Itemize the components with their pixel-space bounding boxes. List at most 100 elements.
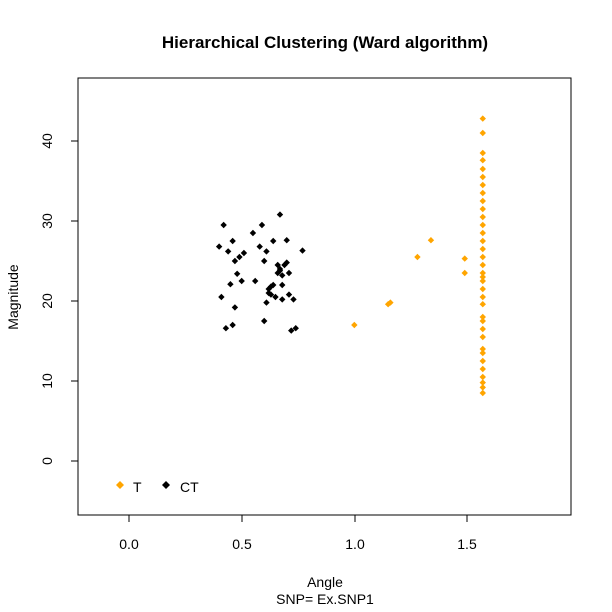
data-point-ct [261,317,268,325]
data-point-t [479,245,486,253]
series-ct [215,211,306,334]
data-point-ct [288,327,295,334]
x-axis-label: Angle [307,574,343,590]
data-point-ct [279,296,286,303]
data-point-t [479,384,486,391]
x-tick-label: 1.5 [457,536,477,552]
y-tick-label: 20 [39,293,55,309]
data-points [215,115,486,397]
data-point-ct [233,270,241,277]
data-point-ct [227,281,234,288]
data-point-ct [299,247,306,254]
x-tick-label: 0.0 [119,536,139,552]
data-point-ct [270,237,277,245]
data-point-t [479,221,486,229]
y-tick-label: 40 [39,133,55,149]
data-point-t [461,269,468,277]
data-point-ct [263,248,270,255]
data-point-ct [249,229,257,237]
data-point-t [479,129,486,137]
chart-subtitle: SNP= Ex.SNP1 [276,591,374,607]
data-point-t [479,313,486,321]
data-point-t [479,325,486,333]
x-axis: 0.0 0.5 1.0 1.5 [119,514,477,552]
data-point-ct [218,293,225,301]
data-point-t [479,293,486,301]
data-point-t [479,181,486,189]
legend-marker-ct [162,481,170,489]
data-point-ct [229,321,236,329]
data-point-t [479,373,486,381]
data-point-t [351,321,358,329]
data-point-ct [256,243,263,250]
data-point-ct [267,291,275,298]
data-point-ct [290,296,297,303]
data-point-t [479,115,486,122]
data-point-ct [283,237,290,244]
data-point-ct [276,211,284,218]
data-point-t [479,261,486,269]
data-point-ct [261,257,268,265]
data-point-t [479,365,486,373]
data-point-t [427,237,435,244]
data-point-t [479,389,486,397]
y-tick-label: 30 [39,213,55,229]
data-point-ct [251,277,259,285]
y-axis-label: Magnitude [5,264,21,330]
data-point-t [479,277,486,285]
data-point-t [479,333,486,341]
data-point-t [479,317,486,325]
data-point-t [479,349,486,357]
legend-marker-t [116,481,124,489]
data-point-ct [231,257,239,265]
data-point-t [479,345,486,353]
data-point-t [479,165,486,173]
data-point-t [479,237,486,245]
data-point-t [479,205,486,213]
data-point-ct [270,281,277,289]
data-point-ct [222,325,230,332]
series-t [351,115,486,397]
data-point-ct [279,272,286,279]
data-point-t [479,197,486,205]
data-point-ct [238,277,245,285]
data-point-ct [231,304,239,311]
data-point-ct [220,221,227,229]
legend-label-t: T [133,479,142,495]
data-point-ct [258,221,266,229]
data-point-t [479,149,486,157]
data-point-ct [285,291,293,298]
data-point-t [479,173,486,181]
data-point-t [479,273,486,281]
data-point-t [479,357,486,365]
data-point-t [479,285,486,293]
data-point-t [479,301,486,308]
data-point-ct [236,253,243,261]
y-axis: 0 10 20 30 40 [39,133,79,465]
data-point-t [479,157,486,164]
legend: T CT [116,479,199,495]
chart-title: Hierarchical Clustering (Ward algorithm) [162,33,488,52]
data-point-ct [272,293,279,301]
data-point-t [479,253,486,261]
data-point-ct [276,265,284,273]
data-point-t [461,255,468,262]
y-tick-label: 10 [39,373,55,389]
data-point-t [387,299,394,306]
data-point-t [479,379,486,386]
y-tick-label: 0 [39,457,55,465]
data-point-ct [224,248,232,255]
data-point-t [479,269,486,277]
data-point-t [479,189,486,197]
data-point-t [414,253,421,261]
data-point-ct [215,243,223,250]
data-point-ct [263,299,270,306]
legend-label-ct: CT [180,479,199,495]
data-point-t [479,229,486,237]
data-point-ct [229,237,236,245]
data-point-t [479,213,486,221]
x-tick-label: 1.0 [345,536,365,552]
data-point-ct [283,259,290,266]
